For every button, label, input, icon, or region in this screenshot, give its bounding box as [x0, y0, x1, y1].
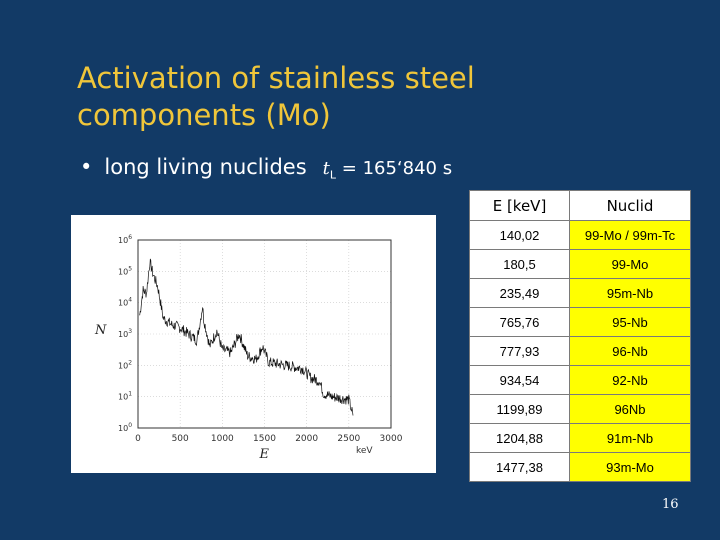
energy-cell: 777,93	[469, 336, 570, 366]
energy-cell: 1477,38	[469, 452, 570, 482]
formula-sub: L	[329, 168, 337, 182]
nuclide-cell: 99-Mo / 99m-Tc	[569, 220, 691, 250]
y-tick-label: 101	[118, 391, 132, 402]
x-axis-unit: keV	[356, 446, 373, 456]
energy-cell: 765,76	[469, 307, 570, 337]
series-line-0	[139, 258, 354, 416]
header-nuclide: Nuclid	[569, 190, 691, 221]
table-row: 180,5 99-Mo	[469, 249, 691, 279]
nuclide-cell: 91m-Nb	[569, 423, 691, 453]
x-tick-label: 3000	[380, 434, 403, 444]
nuclide-cell: 96-Nb	[569, 336, 691, 366]
x-tick-label: 1500	[253, 434, 276, 444]
table-row: 777,93 96-Nb	[469, 336, 691, 366]
y-axis-label: N	[94, 323, 107, 338]
table-row: 765,76 95-Nb	[469, 307, 691, 337]
y-tick-label: 104	[118, 297, 132, 308]
bullet-item: • long living nuclides tL = 165‘840 s	[80, 152, 452, 191]
nuclide-cell: 95-Nb	[569, 307, 691, 337]
table-header-row: E [keV] Nuclid	[469, 190, 691, 221]
energy-cell: 934,54	[469, 365, 570, 395]
y-tick-label: 100	[118, 422, 132, 433]
energy-cell: 180,5	[469, 249, 570, 279]
x-tick-label: 500	[172, 434, 189, 444]
spectrum-svg: 0 500 1000 1500 2000 2500 3000 100 101 102 103 104 1…	[94, 234, 403, 462]
header-energy: E [keV]	[469, 190, 570, 221]
energy-cell: 1204,88	[469, 423, 570, 453]
table-row: 1204,88 91m-Nb	[469, 423, 691, 453]
y-tick-label: 103	[118, 328, 132, 339]
bullet-text: long living nuclides	[104, 155, 307, 179]
plot-frame	[137, 239, 392, 429]
nuclide-cell: 96Nb	[569, 394, 691, 424]
nuclide-table: E [keV] Nuclid 140,02 99-Mo / 99m-Tc 180,5…	[469, 190, 691, 482]
bullet-icon: •	[80, 155, 93, 179]
x-tick-label: 1000	[211, 434, 234, 444]
table-row: 1199,89 96Nb	[469, 394, 691, 424]
y-tick-label: 102	[118, 359, 132, 370]
slide-title: Activation of stainless steel components…	[77, 61, 475, 132]
energy-cell: 235,49	[469, 278, 570, 308]
y-tick-label: 105	[118, 265, 132, 276]
nuclide-cell: 99-Mo	[569, 249, 691, 279]
spectrum-chart: 0 500 1000 1500 2000 2500 3000 100 101 102 103 104 1…	[71, 215, 436, 473]
table-row: 934,54 92-Nb	[469, 365, 691, 395]
page-number: 16	[662, 497, 679, 512]
x-axis-label: E	[259, 447, 270, 462]
x-tick-label: 2000	[295, 434, 318, 444]
x-tick-label: 2500	[337, 434, 360, 444]
nuclide-cell: 92-Nb	[569, 365, 691, 395]
energy-cell: 140,02	[469, 220, 570, 250]
nuclide-cell: 95m-Nb	[569, 278, 691, 308]
table-row: 235,49 95m-Nb	[469, 278, 691, 308]
energy-cell: 1199,89	[469, 394, 570, 424]
lifetime-formula: tL = 165‘840 s	[322, 158, 453, 182]
formula-var: t	[322, 158, 330, 179]
table-row: 140,02 99-Mo / 99m-Tc	[469, 220, 691, 250]
formula-value: = 165‘840 s	[336, 158, 453, 179]
nuclide-cell: 93m-Mo	[569, 452, 691, 482]
y-tick-label: 106	[118, 234, 132, 245]
x-tick-label: 0	[135, 434, 141, 444]
table-row: 1477,38 93m-Mo	[469, 452, 691, 482]
